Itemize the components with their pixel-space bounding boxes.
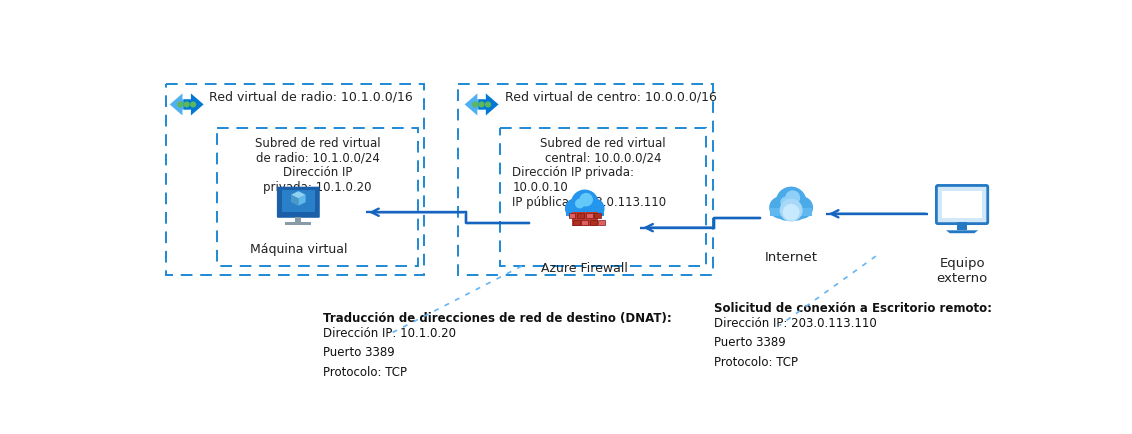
Circle shape xyxy=(777,187,806,217)
Bar xyxy=(285,222,311,225)
Polygon shape xyxy=(170,93,190,115)
FancyBboxPatch shape xyxy=(277,187,319,218)
Circle shape xyxy=(479,102,484,107)
Polygon shape xyxy=(291,191,306,198)
Polygon shape xyxy=(183,93,204,115)
Circle shape xyxy=(786,191,799,204)
Text: Internet: Internet xyxy=(764,251,817,264)
Polygon shape xyxy=(291,195,299,206)
Circle shape xyxy=(191,102,196,107)
Bar xyxy=(217,128,418,266)
Bar xyxy=(770,207,813,216)
Polygon shape xyxy=(479,93,498,115)
Circle shape xyxy=(780,199,801,221)
Circle shape xyxy=(788,203,805,220)
Text: Dirección IP: 10.1.0.20
Puerto 3389
Protocolo: TCP: Dirección IP: 10.1.0.20 Puerto 3389 Prot… xyxy=(323,327,456,379)
Text: Subred de red virtual
central: 10.0.0.0/24: Subred de red virtual central: 10.0.0.0/… xyxy=(540,137,666,165)
Bar xyxy=(572,212,598,226)
Bar xyxy=(942,191,983,218)
Circle shape xyxy=(777,203,795,220)
Text: Red virtual de centro: 10.0.0.0/16: Red virtual de centro: 10.0.0.0/16 xyxy=(505,90,717,103)
Text: Solicitud de conexión a Escritorio remoto:: Solicitud de conexión a Escritorio remot… xyxy=(714,302,992,316)
Circle shape xyxy=(791,197,813,218)
Bar xyxy=(458,85,712,276)
Bar xyxy=(577,213,584,218)
Text: Red virtual de radio: 10.1.0.0/16: Red virtual de radio: 10.1.0.0/16 xyxy=(209,90,413,103)
Circle shape xyxy=(572,190,598,217)
Bar xyxy=(958,222,967,230)
Text: Dirección IP: 203.0.113.110
Puerto 3389
Protocolo: TCP: Dirección IP: 203.0.113.110 Puerto 3389 … xyxy=(714,317,877,369)
Bar xyxy=(500,128,706,266)
FancyBboxPatch shape xyxy=(936,185,988,224)
Circle shape xyxy=(178,102,182,107)
Circle shape xyxy=(486,102,490,107)
Circle shape xyxy=(576,199,584,208)
Bar xyxy=(585,213,592,218)
Bar xyxy=(770,207,813,216)
Text: Subred de red virtual
de radio: 10.1.0.0/24: Subred de red virtual de radio: 10.1.0.0… xyxy=(255,137,380,165)
Circle shape xyxy=(566,199,584,218)
Polygon shape xyxy=(464,93,484,115)
Circle shape xyxy=(781,197,790,207)
Bar xyxy=(594,213,601,218)
Text: Azure Firewall: Azure Firewall xyxy=(541,262,628,275)
Bar xyxy=(590,220,597,225)
Polygon shape xyxy=(946,230,978,233)
Text: Dirección IP privada:
10.0.0.10
IP pública:  203.0.113.110: Dirección IP privada: 10.0.0.10 IP públi… xyxy=(513,166,667,209)
Polygon shape xyxy=(299,195,306,206)
Bar xyxy=(568,213,575,218)
Bar xyxy=(295,217,301,222)
Circle shape xyxy=(185,102,189,107)
Circle shape xyxy=(585,199,603,218)
Circle shape xyxy=(770,197,791,218)
Text: Equipo
externo: Equipo externo xyxy=(936,257,988,285)
Text: Dirección IP
privada: 10.1.0.20: Dirección IP privada: 10.1.0.20 xyxy=(264,166,371,194)
Circle shape xyxy=(572,204,588,220)
Text: Máquina virtual: Máquina virtual xyxy=(249,243,348,256)
Bar xyxy=(166,85,423,276)
Bar xyxy=(282,191,315,212)
Circle shape xyxy=(582,204,598,220)
Bar xyxy=(566,209,603,216)
Bar xyxy=(599,220,606,225)
Circle shape xyxy=(473,102,478,107)
Bar xyxy=(573,220,580,225)
Text: Traducción de direcciones de red de destino (DNAT):: Traducción de direcciones de red de dest… xyxy=(323,312,671,326)
Circle shape xyxy=(580,194,592,206)
Bar xyxy=(582,220,589,225)
Circle shape xyxy=(783,204,799,220)
